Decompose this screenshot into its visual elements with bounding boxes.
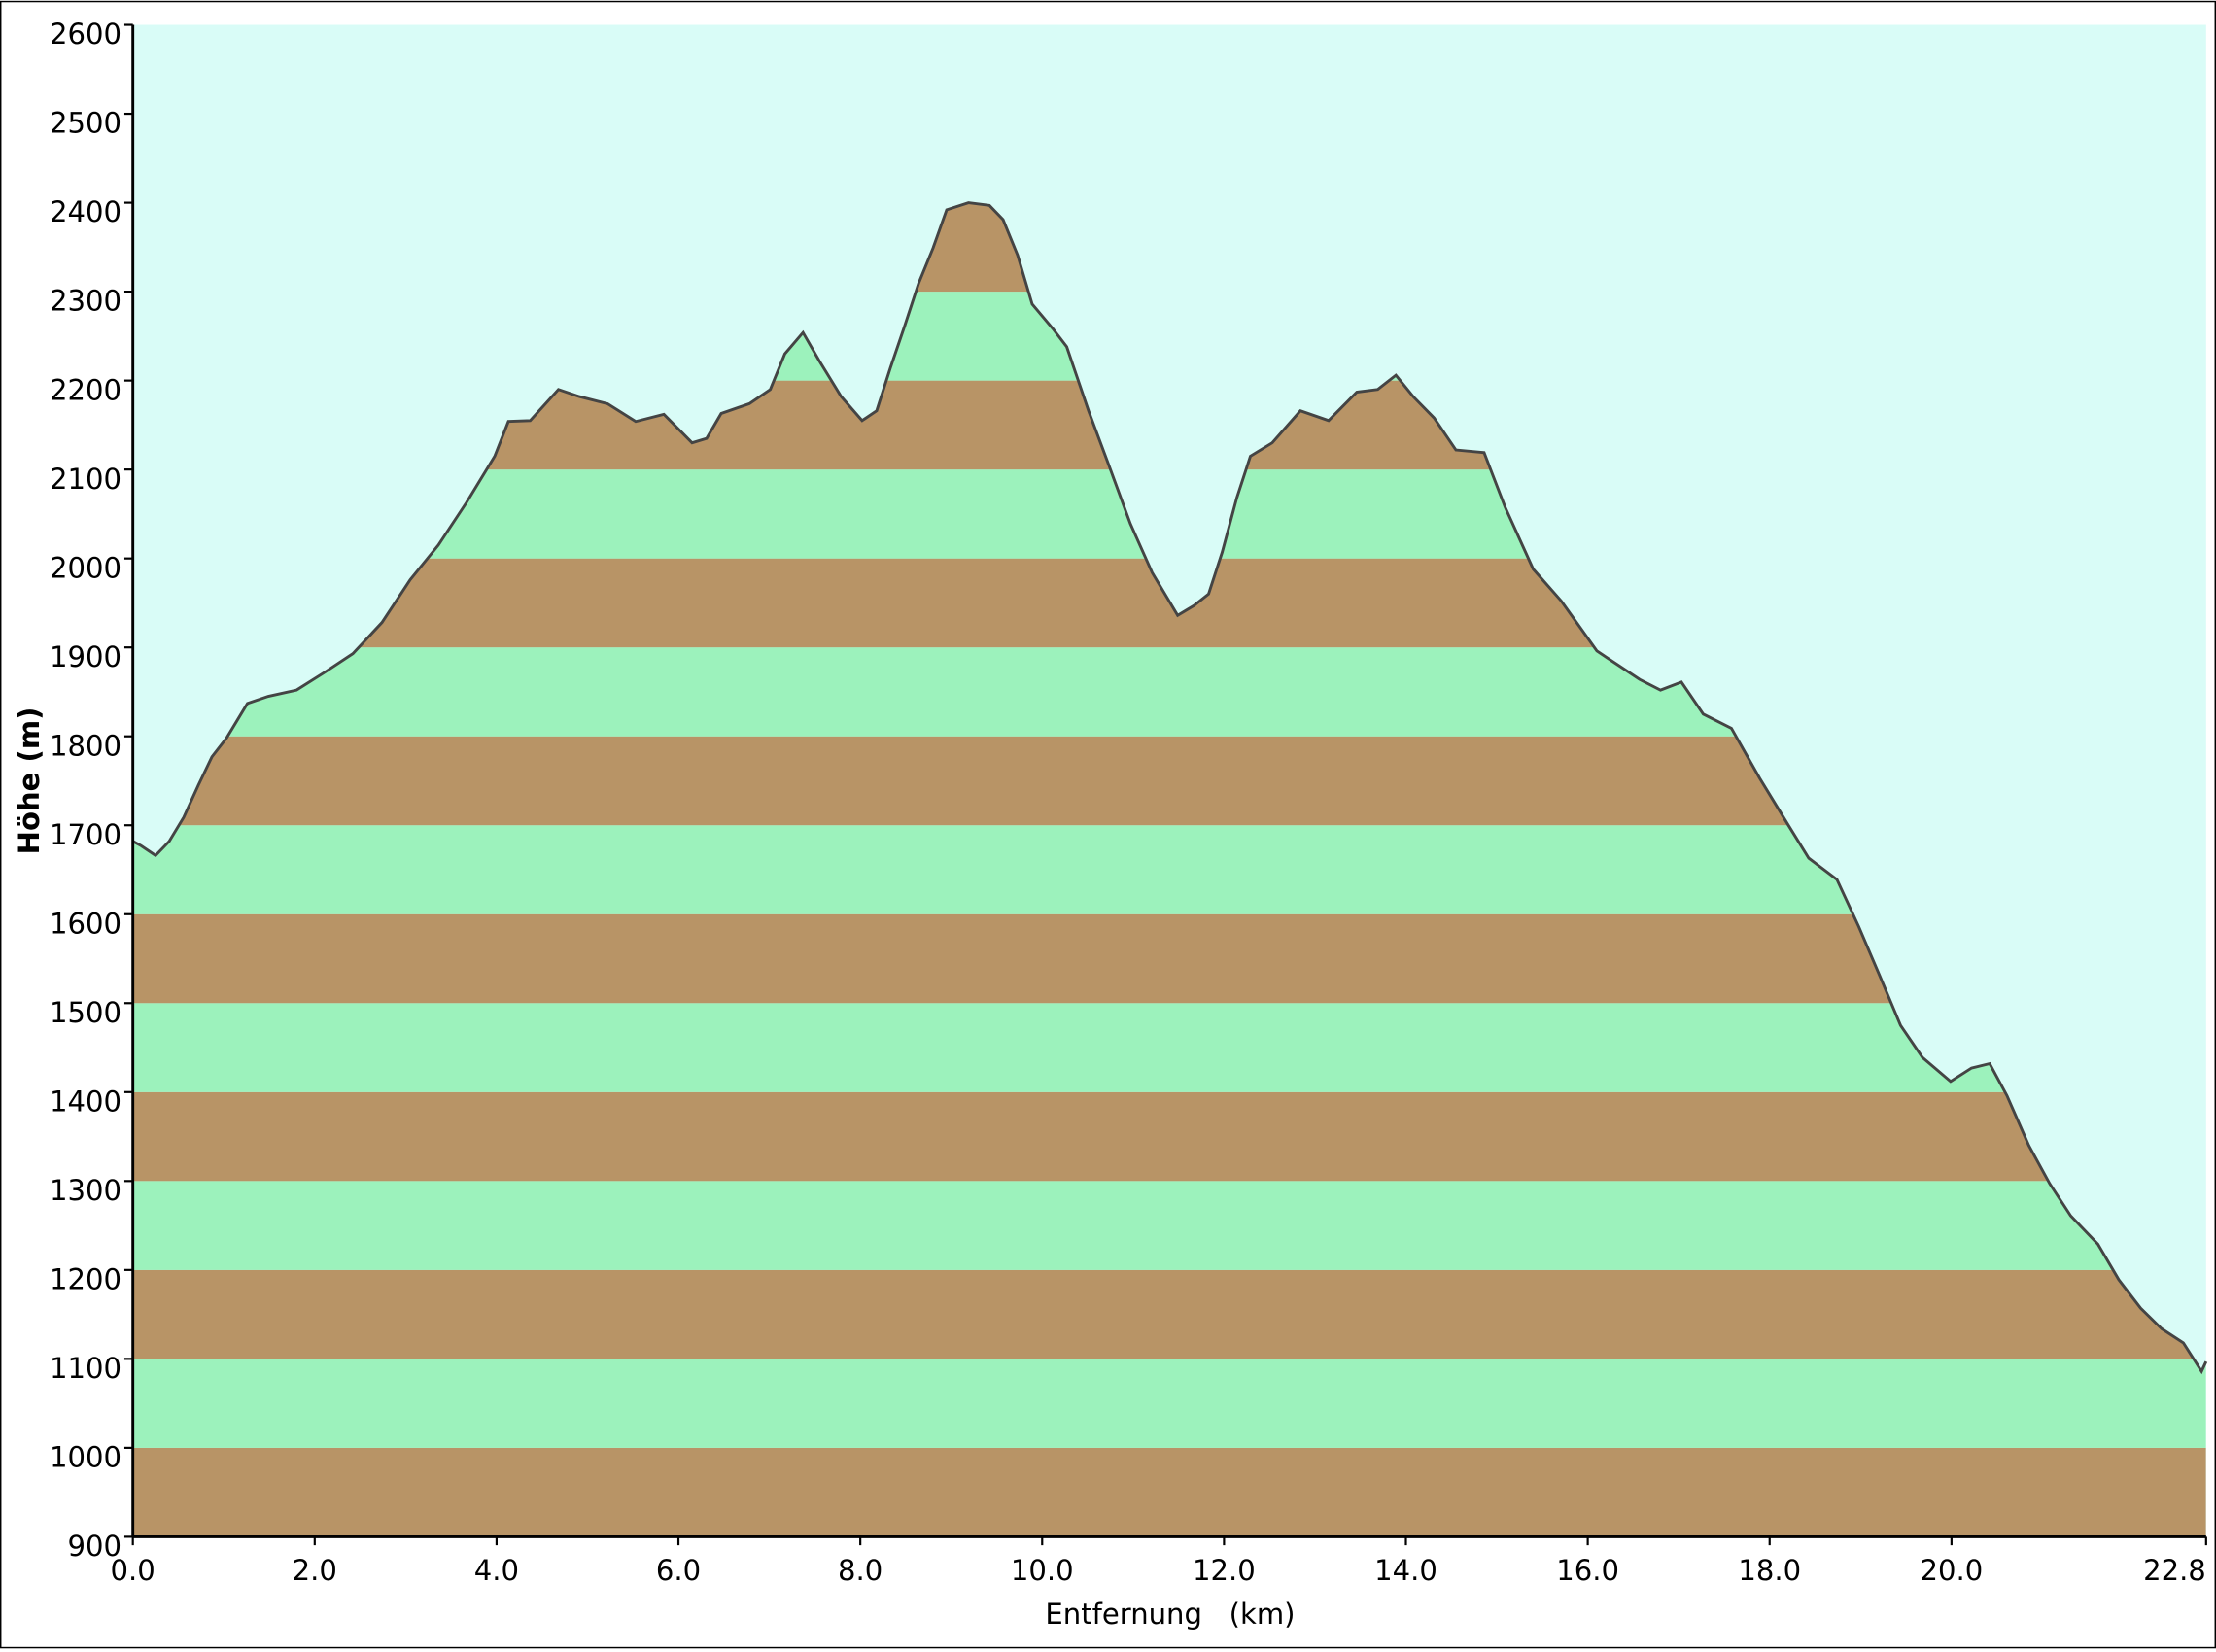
x-tick-label: 8.0	[838, 1554, 883, 1587]
elevation-band	[132, 1269, 2206, 1359]
elevation-band	[132, 1359, 2206, 1448]
y-tick-label: 1400	[50, 1084, 121, 1118]
y-tick-label: 900	[68, 1530, 122, 1563]
elevation-band	[132, 1181, 2206, 1270]
y-tick-label: 1200	[50, 1262, 121, 1295]
y-tick-label: 2000	[50, 551, 121, 584]
y-tick-label: 1100	[50, 1352, 121, 1385]
x-tick-label: 14.0	[1374, 1554, 1437, 1587]
y-tick-label: 1000	[50, 1441, 121, 1474]
elevation-band	[132, 1003, 2206, 1092]
x-tick-label: 0.0	[111, 1554, 156, 1587]
y-tick-label: 1800	[50, 729, 121, 762]
elevation-band	[132, 1091, 2206, 1182]
x-tick-label: 20.0	[1920, 1554, 1983, 1587]
y-tick-label: 2400	[50, 195, 121, 228]
x-tick-label: 16.0	[1556, 1554, 1619, 1587]
elevation-band	[132, 1447, 2206, 1537]
x-tick-label: 12.0	[1193, 1554, 1256, 1587]
y-tick-label: 2300	[50, 285, 121, 318]
y-tick-label: 1300	[50, 1174, 121, 1207]
y-tick-label: 1600	[50, 907, 121, 940]
x-tick-label: 18.0	[1738, 1554, 1801, 1587]
elevation-line	[131, 201, 2208, 1375]
y-tick-label: 2100	[50, 463, 121, 496]
x-axis-label: Entfernung (km)	[1045, 1598, 1295, 1631]
y-tick-label: 2600	[50, 17, 121, 51]
x-tick-label: 22.8	[2143, 1554, 2206, 1587]
x-tick-label: 10.0	[1011, 1554, 1074, 1587]
x-tick-label: 4.0	[474, 1554, 519, 1587]
x-tick-label: 2.0	[293, 1554, 337, 1587]
y-axis-label: Höhe (m)	[13, 707, 46, 855]
y-tick-label: 1700	[50, 818, 121, 851]
y-tick-label: 1500	[50, 996, 121, 1029]
y-tick-label: 2200	[50, 373, 121, 406]
y-tick-label: 1900	[50, 640, 121, 673]
y-tick-label: 2500	[50, 107, 121, 140]
x-tick-label: 6.0	[656, 1554, 701, 1587]
